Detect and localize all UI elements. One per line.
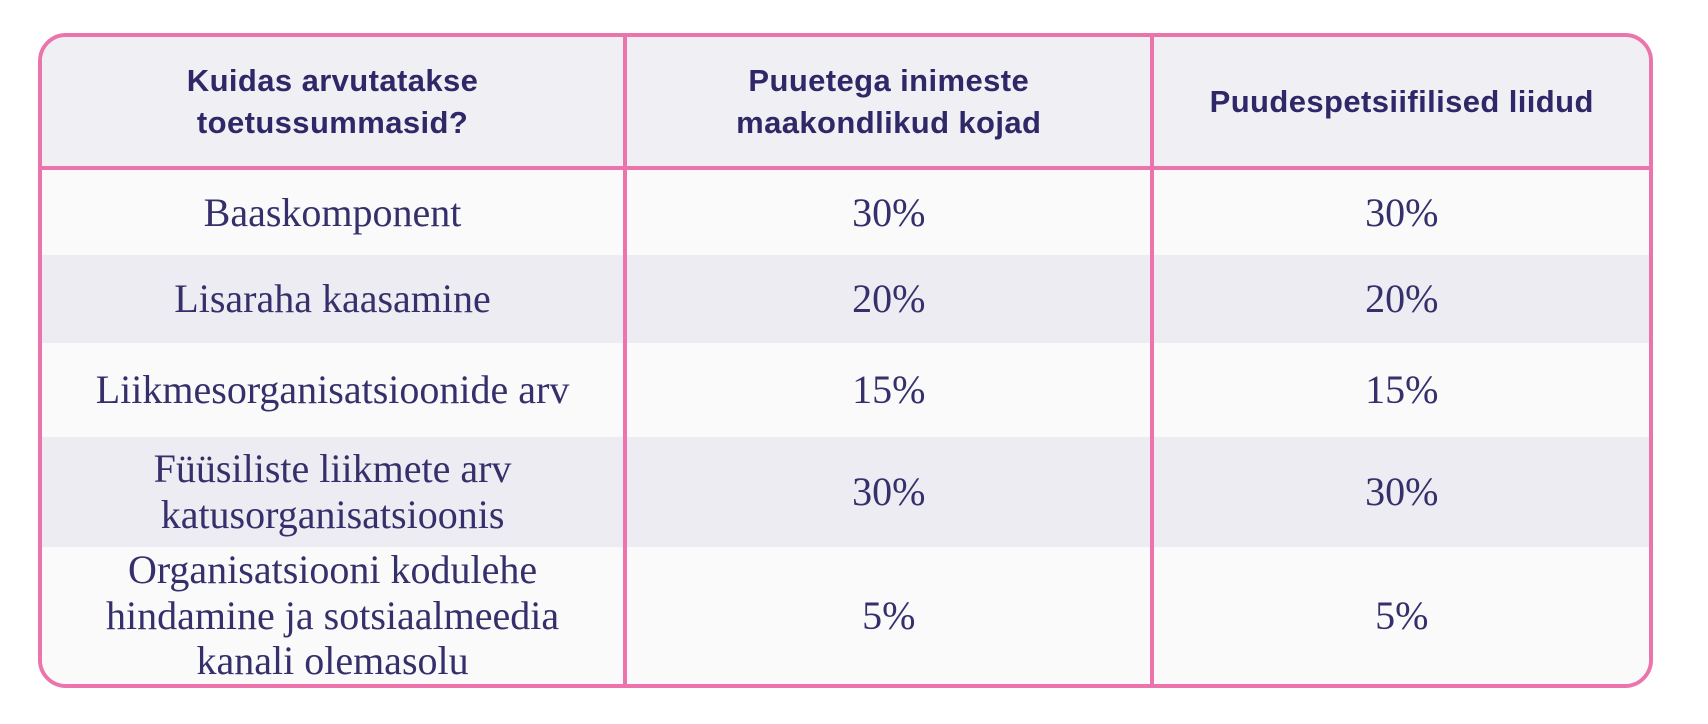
- value-liidud-liikmesorganisatsioonid: 15%: [1150, 343, 1649, 437]
- col-header-criteria: Kuidas arvutatakse toetussummasid?: [42, 37, 624, 170]
- row-label-kodulehe-hindamine: Organisatsiooni kodulehe hindamine ja so…: [42, 547, 624, 684]
- col-header-maakondlikud-kojad: Puuetega inimeste maakondlikud kojad: [623, 37, 1151, 170]
- value-liidud-fuusilised-liikmed: 30%: [1150, 437, 1649, 547]
- value-kojad-liikmesorganisatsioonid: 15%: [623, 343, 1151, 437]
- row-label-baaskomponent: Baaskomponent: [42, 170, 624, 255]
- row-label-lisaraha-kaasamine: Lisaraha kaasamine: [42, 255, 624, 343]
- value-kojad-baaskomponent: 30%: [623, 170, 1151, 255]
- value-kojad-koduleht: 5%: [623, 547, 1151, 684]
- value-kojad-fuusilised-liikmed: 30%: [623, 437, 1151, 547]
- row-label-liikmesorganisatsioonide-arv: Liikmesorganisatsioonide arv: [42, 343, 624, 437]
- funding-criteria-table: Kuidas arvutatakse toetussummasid? Puuet…: [38, 33, 1653, 688]
- value-liidud-lisaraha: 20%: [1150, 255, 1649, 343]
- value-liidud-baaskomponent: 30%: [1150, 170, 1649, 255]
- value-liidud-koduleht: 5%: [1150, 547, 1649, 684]
- value-kojad-lisaraha: 20%: [623, 255, 1151, 343]
- row-label-fuusiliste-liikmete-arv: Füüsiliste liikmete arv katusorganisatsi…: [42, 437, 624, 547]
- col-header-puudespetsiifilised-liidud: Puudespetsiifilised liidud: [1150, 37, 1649, 170]
